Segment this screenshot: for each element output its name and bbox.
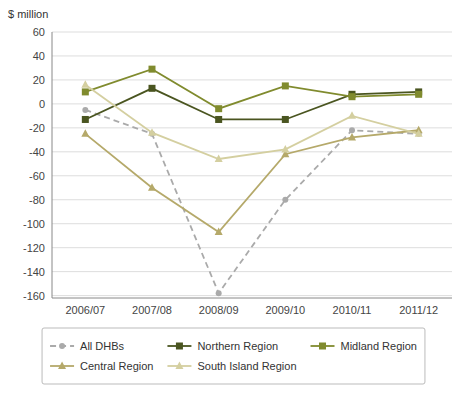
legend-label: Central Region: [80, 360, 153, 372]
series: [82, 66, 422, 113]
grid-line: [52, 79, 452, 80]
point: [82, 116, 89, 123]
y-tick-label: -60: [29, 170, 45, 182]
plot-area: [81, 66, 422, 297]
x-tick-label: 2010/11: [333, 304, 372, 316]
legend-marker: [175, 362, 183, 370]
y-tick-label: -100: [23, 218, 45, 230]
x-tick-label: 2008/09: [199, 304, 239, 316]
y-tick-label: -120: [23, 242, 45, 254]
grid-line: [52, 223, 452, 224]
x-tick-label: 2007/08: [132, 304, 172, 316]
legend-marker: [58, 362, 66, 370]
line: [85, 110, 418, 293]
y-axis: -160 -140 -120 -100 -80 -60 -40 -20 0 20 40 60: [23, 26, 452, 302]
grid-line: [52, 32, 452, 33]
series: [82, 85, 422, 123]
point: [149, 66, 156, 73]
y-tick-label: -160: [23, 290, 45, 302]
y-tick-label: -140: [23, 266, 45, 278]
y-tick-label: -80: [29, 194, 45, 206]
legend-item: All DHBs: [50, 340, 125, 352]
line: [85, 130, 418, 232]
x-tick-label: 2009/10: [265, 304, 305, 316]
point: [215, 116, 222, 123]
legend-marker: [176, 343, 183, 350]
y-axis-line: [52, 32, 53, 298]
legend-item: Northern Region: [167, 340, 278, 352]
point: [82, 88, 89, 95]
point: [282, 82, 289, 89]
point: [281, 145, 289, 153]
legend-label: All DHBs: [80, 340, 125, 352]
point: [415, 91, 422, 98]
point: [349, 93, 356, 100]
point: [148, 128, 156, 136]
y-tick-label: -40: [29, 146, 45, 158]
y-tick-label: -20: [29, 122, 45, 134]
legend-item: South Island Region: [167, 360, 296, 372]
x-tick-label: 2011/12: [399, 304, 438, 316]
grid-line: [52, 175, 452, 176]
point: [348, 111, 356, 119]
legend-marker: [319, 343, 326, 350]
legend-item: Central Region: [50, 360, 153, 372]
grid-line: [52, 199, 452, 200]
grid-line: [52, 151, 452, 152]
point: [215, 155, 223, 163]
point: [282, 197, 288, 203]
legend-marker: [59, 343, 65, 349]
grid-line: [52, 271, 452, 272]
y-axis-label: $ million: [8, 8, 48, 20]
legend-label: Midland Region: [341, 340, 417, 352]
grid-line: [52, 55, 452, 56]
y-tick-label: 20: [33, 74, 45, 86]
point: [415, 129, 423, 137]
point: [148, 183, 156, 191]
legend-frame: [42, 328, 425, 384]
x-axis-line: [52, 298, 452, 299]
point: [82, 107, 88, 113]
legend-label: Northern Region: [197, 340, 278, 352]
point: [81, 80, 89, 88]
legend-label: South Island Region: [197, 360, 296, 372]
chart: -160 -140 -120 -100 -80 -60 -40 -20 0 20 40 60 $ mil…: [0, 0, 467, 418]
y-tick-label: 0: [39, 98, 45, 110]
grid-line: [52, 295, 452, 296]
series: [81, 126, 422, 235]
x-tick-label: 2006/07: [65, 304, 105, 316]
series: [81, 80, 422, 162]
point: [348, 133, 356, 141]
point: [349, 127, 355, 133]
legend: All DHBs Northern Region Midland Region Cen…: [42, 328, 425, 384]
point: [216, 290, 222, 296]
series: [82, 107, 421, 296]
x-axis: 2006/07 2007/08 2008/09 2009/10 2010/11 2011/…: [65, 304, 438, 316]
line: [85, 69, 418, 109]
point: [215, 228, 223, 236]
point: [282, 116, 289, 123]
point: [215, 105, 222, 112]
y-tick-label: 60: [33, 26, 45, 38]
legend-item: Midland Region: [311, 340, 417, 352]
y-tick-label: 40: [33, 50, 45, 62]
line: [85, 88, 418, 119]
line: [85, 85, 418, 159]
point: [149, 85, 156, 92]
point: [81, 129, 89, 137]
